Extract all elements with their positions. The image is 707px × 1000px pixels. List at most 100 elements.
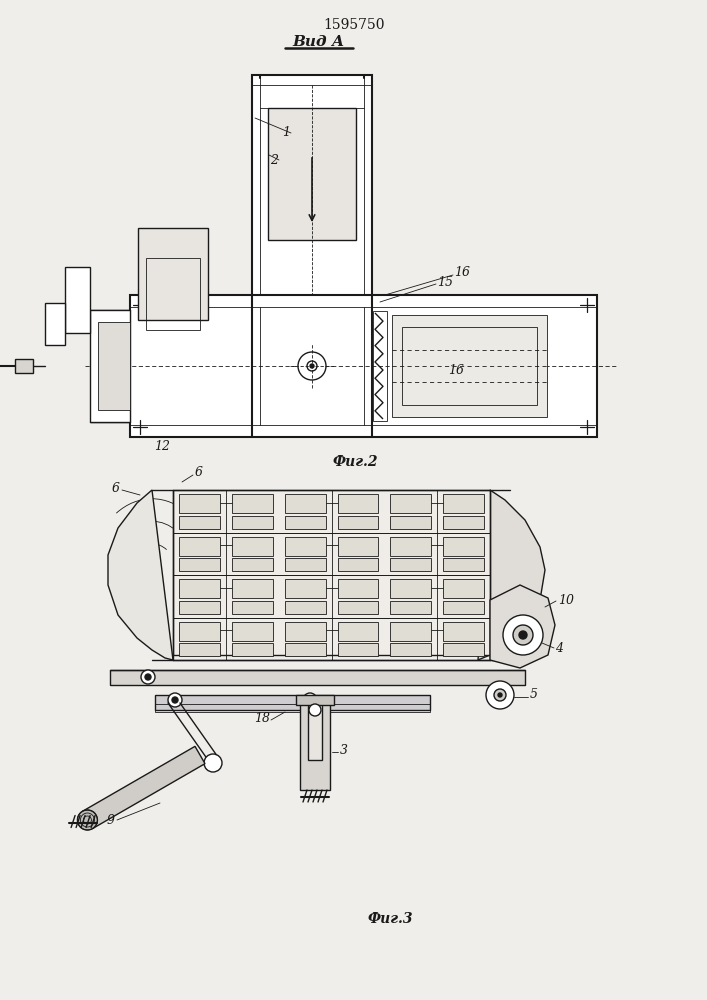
Bar [155,704,430,712]
Polygon shape [232,536,273,556]
Circle shape [141,670,155,684]
Polygon shape [443,516,484,528]
Polygon shape [179,643,220,656]
Text: 6: 6 [112,482,120,494]
Polygon shape [285,621,325,641]
Polygon shape [490,585,555,668]
Circle shape [298,352,326,380]
Polygon shape [232,558,273,571]
Polygon shape [285,536,325,556]
Polygon shape [337,558,378,571]
Text: Фиг.2: Фиг.2 [332,455,378,469]
Circle shape [503,615,543,655]
Bar [98,322,130,410]
Text: Фиг.3: Фиг.3 [367,912,413,926]
Bar [252,75,372,297]
Text: 12: 12 [154,440,170,453]
Polygon shape [443,643,484,656]
Polygon shape [285,516,325,528]
Polygon shape [173,490,490,655]
Polygon shape [443,579,484,598]
Text: 15: 15 [437,275,453,288]
Polygon shape [179,536,220,556]
Polygon shape [179,558,220,571]
Polygon shape [285,579,325,598]
Bar [130,295,597,437]
Bar [392,315,547,417]
Polygon shape [443,536,484,556]
Polygon shape [232,579,273,598]
Polygon shape [179,600,220,613]
Bar [155,695,430,710]
Circle shape [486,681,514,709]
Circle shape [310,364,314,368]
Polygon shape [285,558,325,571]
Polygon shape [443,621,484,641]
Text: 16: 16 [448,363,464,376]
Polygon shape [179,494,220,513]
Polygon shape [337,643,378,656]
Polygon shape [390,494,431,513]
Circle shape [494,689,506,701]
Bar [65,267,90,333]
Text: 2: 2 [270,153,278,166]
Circle shape [513,625,533,645]
Polygon shape [232,516,273,528]
Circle shape [309,704,321,716]
Bar [15,359,33,373]
Polygon shape [179,579,220,598]
Text: 5: 5 [530,688,538,702]
Bar [402,327,537,405]
Polygon shape [337,579,378,598]
Polygon shape [179,516,220,528]
Bar [110,670,525,685]
Polygon shape [390,621,431,641]
Polygon shape [285,643,325,656]
Polygon shape [337,536,378,556]
Bar [45,303,65,345]
Text: 1595750: 1595750 [323,18,385,32]
Circle shape [307,697,313,703]
Polygon shape [337,621,378,641]
Bar [146,258,200,330]
Polygon shape [232,643,273,656]
Circle shape [204,754,222,772]
Polygon shape [390,558,431,571]
Text: 6: 6 [195,466,203,480]
Text: 18: 18 [254,712,270,724]
Polygon shape [443,558,484,571]
Bar [90,310,130,422]
Text: 9: 9 [107,814,115,826]
Polygon shape [108,490,173,660]
Polygon shape [443,494,484,513]
Polygon shape [390,579,431,598]
Circle shape [303,693,317,707]
Bar [296,695,334,705]
Circle shape [78,810,98,830]
Polygon shape [390,516,431,528]
Bar [268,108,356,240]
Polygon shape [232,621,273,641]
Polygon shape [83,746,205,829]
Polygon shape [285,600,325,613]
Polygon shape [232,494,273,513]
Text: 4: 4 [555,642,563,654]
Text: 16: 16 [454,266,470,279]
Polygon shape [285,494,325,513]
Circle shape [168,693,182,707]
Text: 1: 1 [282,126,290,139]
Text: 10: 10 [558,593,574,606]
Circle shape [519,631,527,639]
Polygon shape [478,490,545,660]
Polygon shape [337,494,378,513]
Circle shape [145,674,151,680]
Polygon shape [232,600,273,613]
Polygon shape [179,621,220,641]
Text: 3: 3 [340,744,348,756]
Bar [138,228,208,320]
Polygon shape [390,600,431,613]
Polygon shape [443,600,484,613]
Polygon shape [337,516,378,528]
Text: Вид А: Вид А [292,35,344,49]
Polygon shape [390,643,431,656]
